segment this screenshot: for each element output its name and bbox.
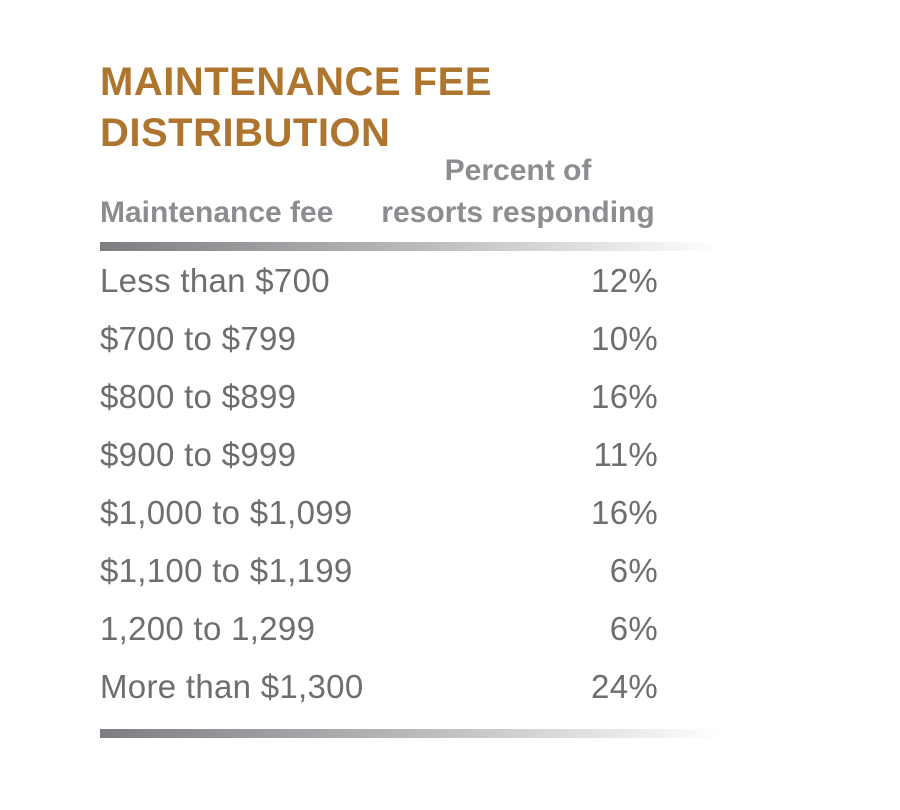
- percent-cell: 11%: [593, 436, 658, 473]
- divider-top: [100, 242, 745, 251]
- table-row: More than $1,300 24%: [100, 658, 658, 716]
- divider-bottom: [100, 729, 745, 738]
- fee-cell: $1,100 to $1,199: [100, 552, 353, 589]
- fee-table: Less than $700 12% $700 to $799 10% $800…: [100, 252, 658, 716]
- percent-cell: 6%: [609, 610, 658, 647]
- percent-cell: 16%: [591, 378, 658, 415]
- page-title: MAINTENANCE FEE DISTRIBUTION: [100, 60, 492, 155]
- fee-cell: $800 to $899: [100, 378, 297, 415]
- table-row: 1,200 to 1,299 6%: [100, 600, 658, 658]
- column-header-percent-responding: Percent of resorts responding: [381, 154, 655, 229]
- fee-cell: More than $1,300: [100, 668, 364, 705]
- table-row: $900 to $999 11%: [100, 426, 658, 484]
- table-row: $700 to $799 10%: [100, 310, 658, 368]
- fee-cell: 1,200 to 1,299: [100, 610, 316, 647]
- table-row: $1,000 to $1,099 16%: [100, 484, 658, 542]
- percent-cell: 12%: [591, 262, 658, 299]
- fee-cell: $700 to $799: [100, 320, 297, 357]
- percent-cell: 10%: [591, 320, 658, 357]
- table-row: $800 to $899 16%: [100, 368, 658, 426]
- percent-cell: 24%: [591, 668, 658, 705]
- column-header-maintenance-fee: Maintenance fee: [100, 196, 334, 229]
- fee-cell: $900 to $999: [100, 436, 297, 473]
- fee-cell: Less than $700: [100, 262, 330, 299]
- fee-cell: $1,000 to $1,099: [100, 494, 353, 531]
- table-row: Less than $700 12%: [100, 252, 658, 310]
- percent-cell: 16%: [591, 494, 658, 531]
- percent-cell: 6%: [609, 552, 658, 589]
- table-row: $1,100 to $1,199 6%: [100, 542, 658, 600]
